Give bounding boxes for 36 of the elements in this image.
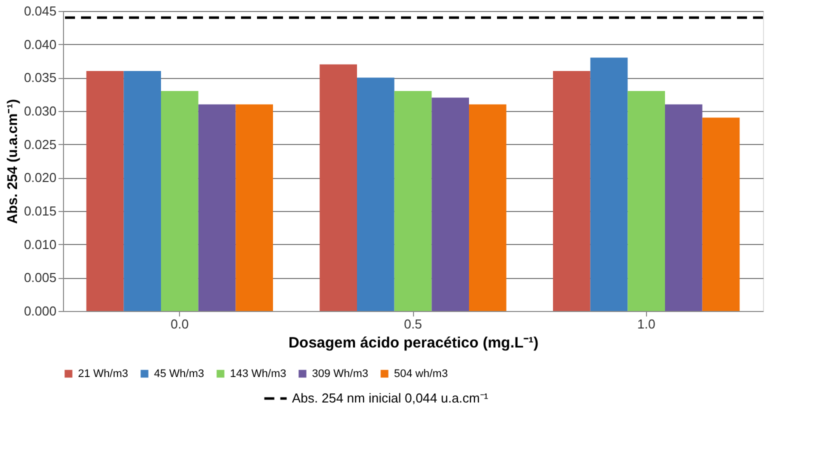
legend-label: 504 wh/m3 <box>394 368 448 380</box>
bar <box>236 104 273 311</box>
legend-label: Abs. 254 nm inicial 0,044 u.a.cm⁻¹ <box>292 390 489 406</box>
y-tick-label: 0.015 <box>24 204 56 218</box>
bar <box>320 64 357 311</box>
bar <box>124 71 161 311</box>
bar <box>590 58 628 311</box>
bar <box>86 71 124 311</box>
bar <box>702 118 740 311</box>
y-tick-label: 0.010 <box>24 236 56 252</box>
y-tick-label: 0.040 <box>24 36 56 52</box>
y-tick-label: 0.020 <box>24 170 56 186</box>
x-tick-label: 0.0 <box>170 316 189 332</box>
legend-label: 45 Wh/m3 <box>154 368 204 380</box>
x-tick-label: 0.5 <box>404 316 422 332</box>
bar <box>553 71 590 311</box>
bar <box>357 78 394 311</box>
x-axis-title: Dosagem ácido peracético (mg.L⁻¹) <box>288 334 539 352</box>
y-tick-label: 0.025 <box>24 136 56 152</box>
bar <box>198 104 236 311</box>
bar <box>161 91 198 311</box>
legend-label: 309 Wh/m3 <box>312 368 368 380</box>
y-tick-label: 0.000 <box>24 304 56 318</box>
legend-label: 143 Wh/m3 <box>230 368 286 380</box>
y-tick-label: 0.045 <box>24 4 56 18</box>
y-tick-label: 0.030 <box>24 104 56 118</box>
y-axis-title: Abs. 254 (u.a.cm⁻¹) <box>4 99 20 224</box>
bar <box>628 91 665 311</box>
y-tick-label: 0.005 <box>24 270 56 286</box>
bar <box>432 98 469 311</box>
y-tick-label: 0.035 <box>24 70 56 86</box>
bar <box>665 104 702 311</box>
bar <box>469 104 506 311</box>
legend-label: 21 Wh/m3 <box>78 368 128 380</box>
x-tick-label: 1.0 <box>637 316 656 332</box>
bar <box>394 91 432 311</box>
